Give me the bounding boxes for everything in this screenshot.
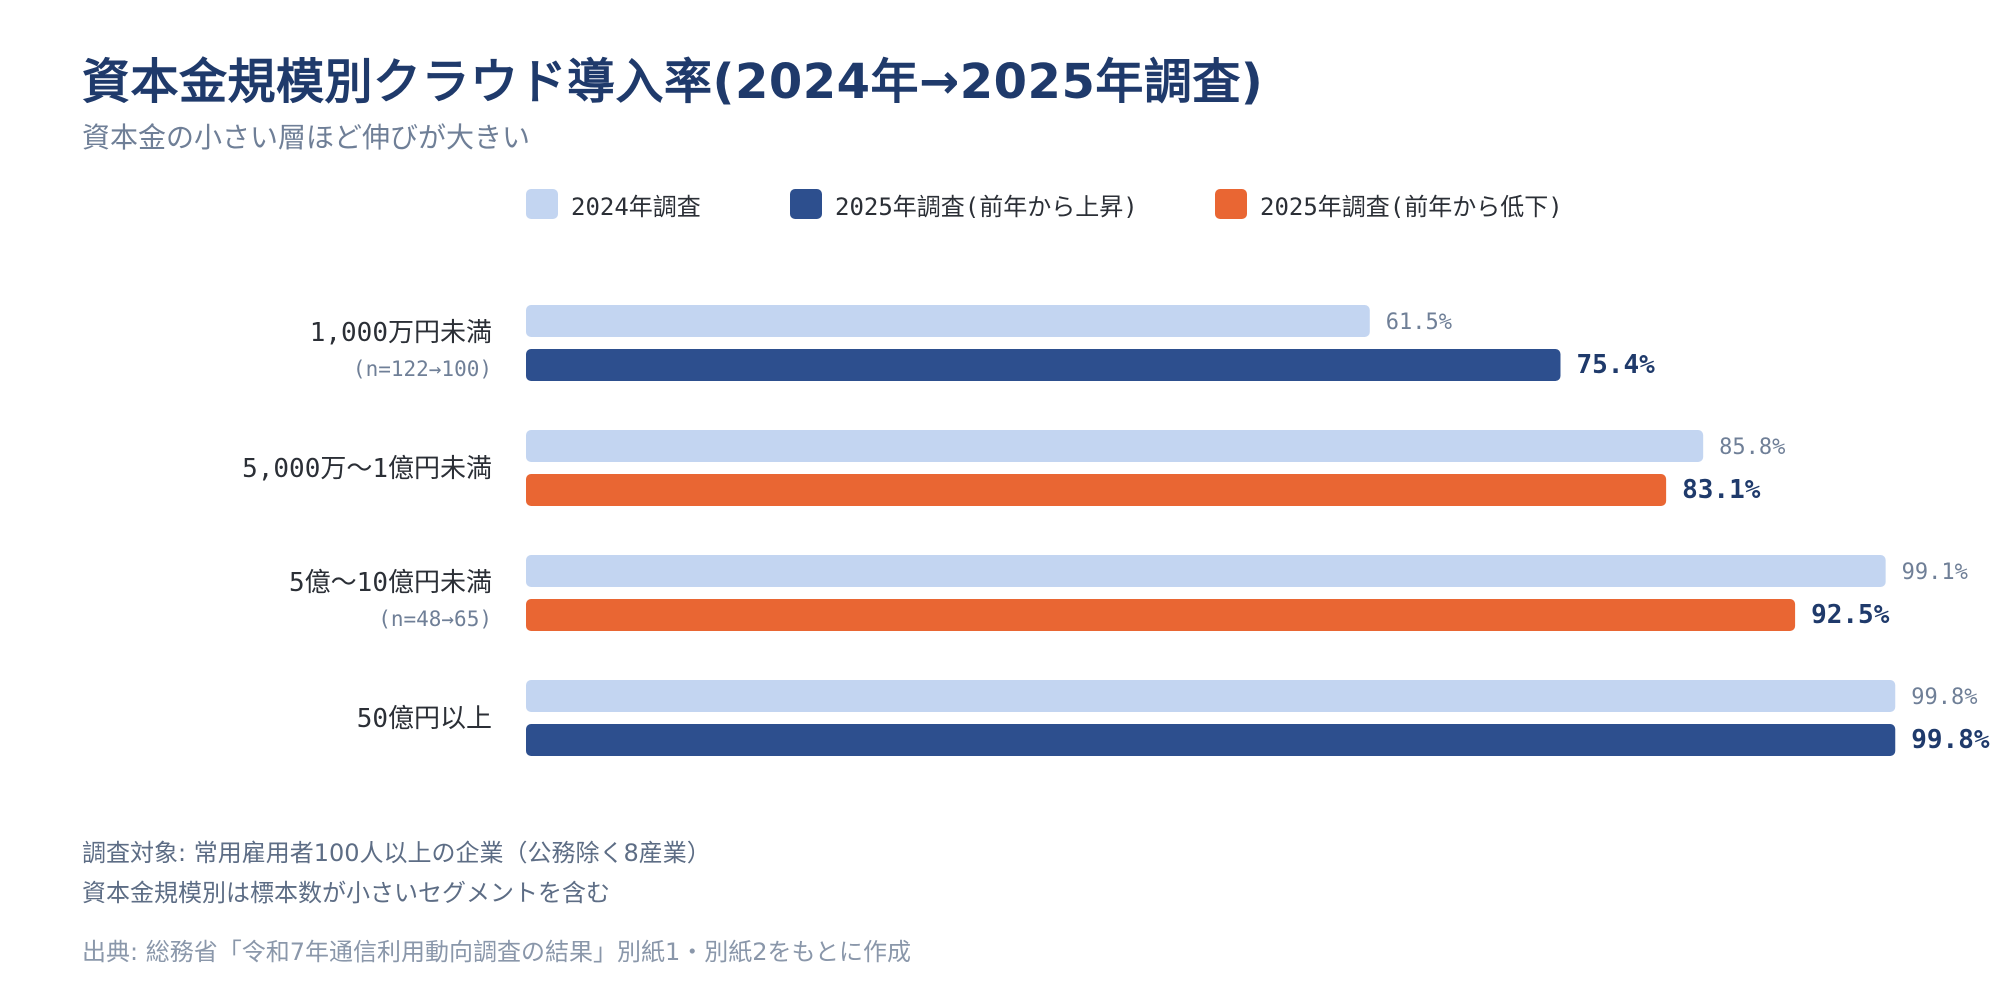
bar-2024 (526, 680, 1896, 712)
category-label: 50億円以上 (357, 704, 492, 734)
legend-label-2024: 2024年調査 (571, 192, 701, 221)
category-label: 1,000万円未満 (310, 318, 492, 348)
category-label: 5,000万～1億円未満 (242, 454, 492, 484)
value-label-2025: 99.8% (1911, 725, 1990, 755)
value-label-2024: 99.1% (1902, 560, 1968, 585)
chart-title: 資本金規模別クラウド導入率(2024年→2025年調査) (82, 54, 1264, 110)
legend-swatch-2024 (526, 189, 558, 219)
bar-2024 (526, 305, 1370, 337)
legend-swatch-2025-down (1215, 189, 1247, 219)
value-label-2024: 99.8% (1911, 685, 1977, 710)
legend-label-2025-up: 2025年調査(前年から上昇) (835, 192, 1138, 221)
value-label-2024: 85.8% (1719, 435, 1785, 460)
category-label: 5億～10億円未満 (289, 568, 492, 598)
source-note: 出典: 総務省「令和7年通信利用動向調査の結果」別紙1・別紙2をもとに作成 (82, 938, 912, 966)
value-label-2024: 61.5% (1386, 310, 1452, 335)
bar-2025 (526, 474, 1667, 506)
note-survey-target: 調査対象: 常用雇用者100人以上の企業（公務除く8産業） (82, 839, 711, 867)
bar-2024 (526, 430, 1704, 462)
bar-2025 (526, 599, 1796, 631)
legend-item-2025-down: 2025年調査(前年から低下) (1215, 187, 1563, 221)
value-label-2025: 83.1% (1682, 475, 1761, 505)
bar-2025 (526, 724, 1896, 756)
legend-label-2025-down: 2025年調査(前年から低下) (1260, 192, 1563, 221)
category-sample-size: (n=48→65) (378, 607, 492, 631)
bar-2025 (526, 349, 1561, 381)
legend-item-2024: 2024年調査 (526, 187, 701, 221)
chart-subtitle: 資本金の小さい層ほど伸びが大きい (82, 121, 531, 154)
legend-item-2025-up: 2025年調査(前年から上昇) (790, 187, 1138, 221)
note-sample-size: 資本金規模別は標本数が小さいセグメントを含む (82, 879, 610, 907)
legend-swatch-2025-up (790, 189, 822, 219)
legend: 2024年調査 2025年調査(前年から上昇) 2025年調査(前年から低下) (0, 187, 2000, 221)
value-label-2025: 92.5% (1811, 600, 1890, 630)
category-sample-size: (n=122→100) (353, 357, 492, 381)
bar-2024 (526, 555, 1886, 587)
value-label-2025: 75.4% (1576, 350, 1655, 380)
